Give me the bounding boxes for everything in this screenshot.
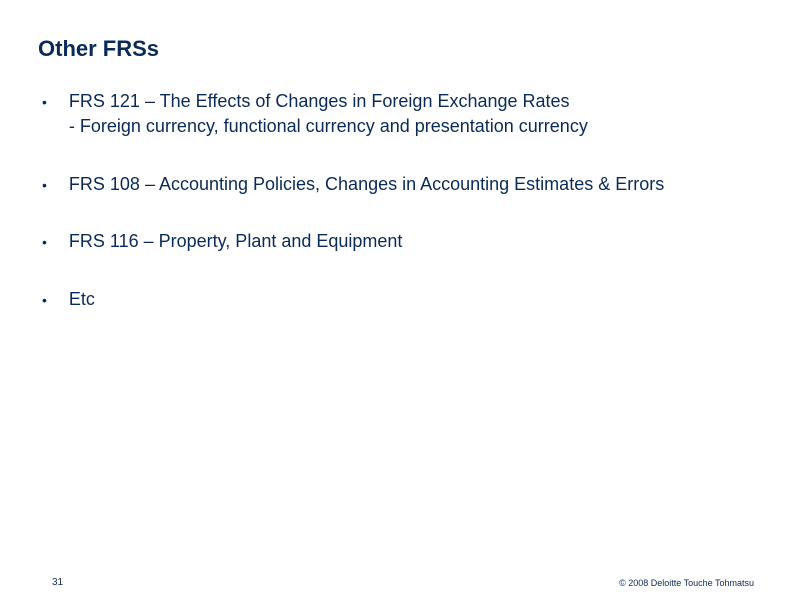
bullet-item: • Etc [42,288,754,311]
page-number: 31 [52,577,63,588]
bullet-marker-icon: • [42,292,47,308]
bullet-text: FRS 121 – The Effects of Changes in Fore… [69,90,588,139]
bullet-text: Etc [69,288,95,311]
copyright-text: © 2008 Deloitte Touche Tohmatsu [619,578,754,588]
bullet-list: • FRS 121 – The Effects of Changes in Fo… [42,90,754,311]
bullet-text: FRS 108 – Accounting Policies, Changes i… [69,173,664,196]
bullet-marker-icon: • [42,177,47,193]
bullet-line: FRS 108 – Accounting Policies, Changes i… [69,174,664,194]
bullet-marker-icon: • [42,234,47,250]
bullet-line: FRS 116 – Property, Plant and Equipment [69,231,403,251]
bullet-subline: - Foreign currency, functional currency … [69,115,588,138]
bullet-item: • FRS 116 – Property, Plant and Equipmen… [42,230,754,253]
footer: 31 © 2008 Deloitte Touche Tohmatsu [0,577,792,588]
bullet-text: FRS 116 – Property, Plant and Equipment [69,230,403,253]
bullet-item: • FRS 121 – The Effects of Changes in Fo… [42,90,754,139]
bullet-line: Etc [69,289,95,309]
bullet-marker-icon: • [42,94,47,110]
slide: Other FRSs • FRS 121 – The Effects of Ch… [0,0,792,612]
bullet-item: • FRS 108 – Accounting Policies, Changes… [42,173,754,196]
slide-title: Other FRSs [38,36,754,62]
bullet-line: FRS 121 – The Effects of Changes in Fore… [69,91,570,111]
